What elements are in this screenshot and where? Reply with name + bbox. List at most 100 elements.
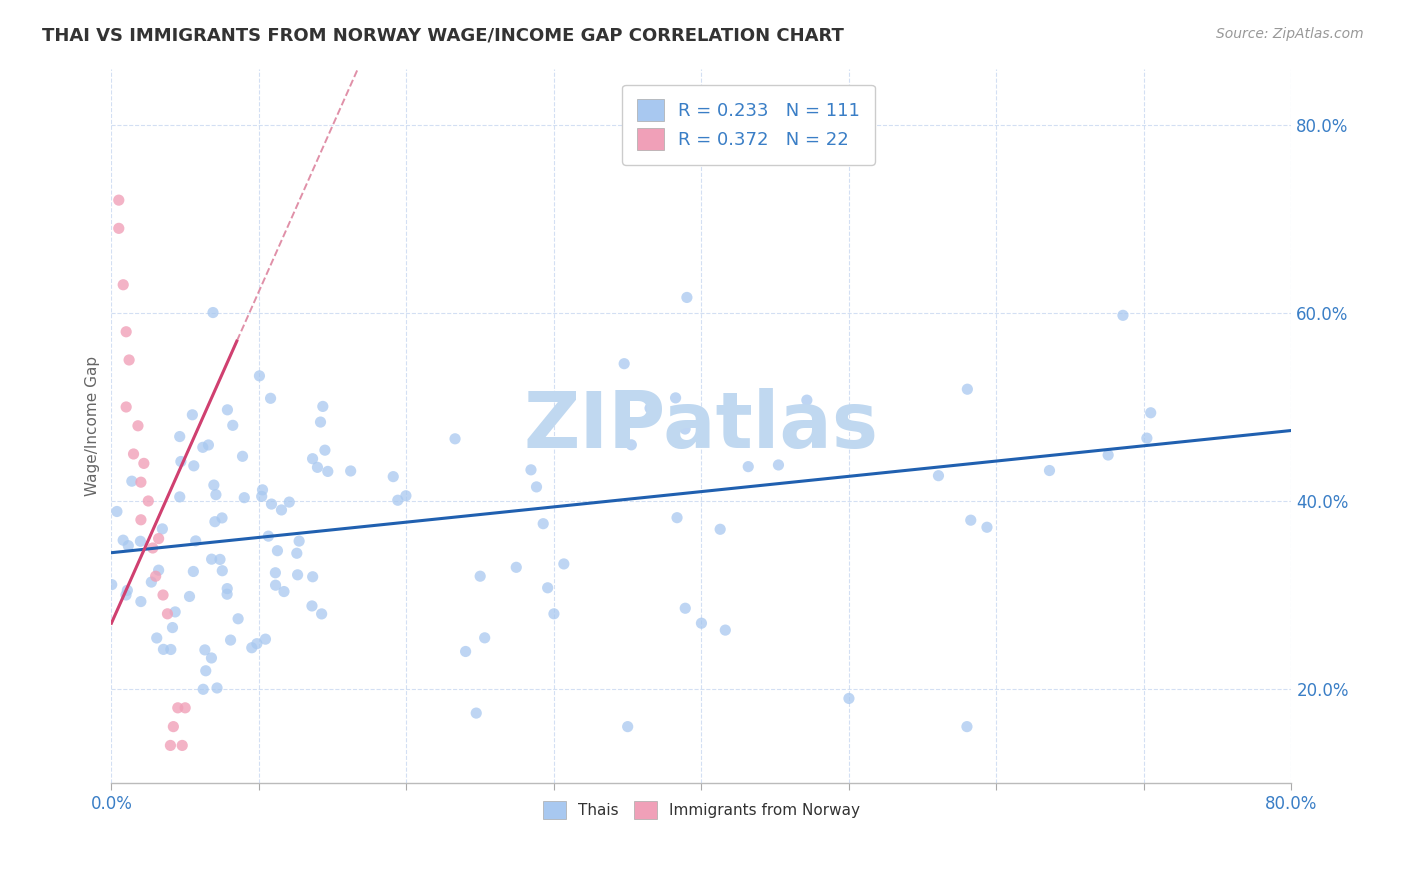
Point [217, 402, 239, 417]
Point [170, 454, 193, 468]
Point [316, 464, 339, 478]
Point [474, 631, 496, 645]
Point [714, 623, 737, 637]
Point [117, 583, 139, 598]
Point [664, 391, 686, 405]
Point [162, 720, 184, 734]
Point [270, 503, 292, 517]
Point [301, 451, 323, 466]
Point [312, 400, 335, 414]
Point [259, 392, 281, 406]
Point [148, 563, 170, 577]
Point [254, 632, 277, 647]
Point [838, 691, 860, 706]
Point [127, 418, 149, 433]
Point [202, 478, 225, 492]
Point [219, 633, 242, 648]
Point [183, 458, 205, 473]
Point [1139, 406, 1161, 420]
Point [172, 739, 194, 753]
Point [165, 605, 187, 619]
Point [162, 621, 184, 635]
Point [620, 438, 643, 452]
Point [166, 701, 188, 715]
Point [191, 440, 214, 454]
Point [264, 566, 287, 580]
Point [395, 489, 418, 503]
Point [112, 533, 135, 548]
Point [205, 681, 228, 695]
Point [217, 587, 239, 601]
Point [796, 393, 818, 408]
Point [205, 488, 228, 502]
Point [543, 607, 565, 621]
Point [169, 490, 191, 504]
Point [148, 532, 170, 546]
Point [676, 290, 699, 304]
Point [526, 480, 548, 494]
Point [240, 640, 263, 655]
Text: THAI VS IMMIGRANTS FROM NORWAY WAGE/INCOME GAP CORRELATION CHART: THAI VS IMMIGRANTS FROM NORWAY WAGE/INCO… [42, 27, 844, 45]
Point [301, 599, 323, 613]
Point [1136, 431, 1159, 445]
Point [927, 468, 949, 483]
Point [100, 577, 122, 591]
Point [145, 631, 167, 645]
Point [505, 560, 527, 574]
Point [211, 511, 233, 525]
Point [174, 701, 197, 715]
Point [956, 382, 979, 396]
Point [273, 584, 295, 599]
Point [152, 588, 174, 602]
Point [136, 494, 159, 508]
Point [314, 443, 336, 458]
Point [201, 552, 224, 566]
Point [470, 569, 492, 583]
Point [211, 564, 233, 578]
Point [673, 601, 696, 615]
Point [387, 493, 409, 508]
Point [613, 357, 636, 371]
Point [520, 463, 543, 477]
Point [179, 590, 201, 604]
Point [709, 522, 731, 536]
Point [285, 546, 308, 560]
Point [201, 305, 224, 319]
Point [301, 570, 323, 584]
Text: ZIPatlas: ZIPatlas [524, 388, 879, 464]
Point [226, 612, 249, 626]
Point [288, 534, 311, 549]
Point [107, 193, 129, 207]
Legend: Thais, Immigrants from Norway: Thais, Immigrants from Norway [537, 795, 866, 825]
Point [454, 644, 477, 658]
Text: Source: ZipAtlas.com: Source: ZipAtlas.com [1216, 27, 1364, 41]
Point [307, 460, 329, 475]
Point [638, 401, 661, 416]
Point [197, 438, 219, 452]
Point [193, 682, 215, 697]
Point [959, 513, 981, 527]
Point [112, 277, 135, 292]
Point [159, 739, 181, 753]
Point [768, 458, 790, 472]
Point [673, 422, 696, 436]
Point [204, 515, 226, 529]
Point [145, 569, 167, 583]
Point [121, 474, 143, 488]
Point [231, 450, 253, 464]
Point [690, 616, 713, 631]
Point [616, 720, 638, 734]
Point [222, 418, 245, 433]
Point [115, 325, 138, 339]
Point [115, 400, 138, 414]
Point [142, 541, 165, 555]
Point [257, 529, 280, 543]
Point [956, 720, 979, 734]
Point [444, 432, 467, 446]
Point [217, 582, 239, 596]
Point [132, 456, 155, 470]
Point [117, 539, 139, 553]
Point [200, 651, 222, 665]
Point [150, 522, 173, 536]
Point [141, 575, 163, 590]
